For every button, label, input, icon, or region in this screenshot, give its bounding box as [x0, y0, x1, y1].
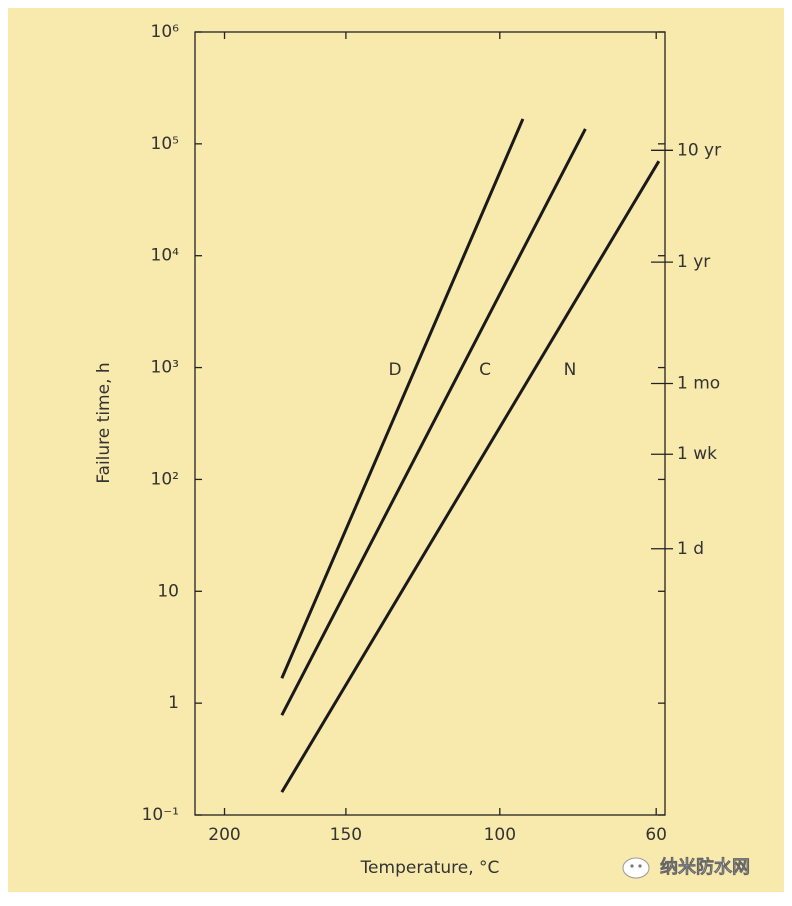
- y2-tick-label: 1 yr: [677, 252, 710, 272]
- y-tick-label: 10⁻¹: [142, 805, 179, 825]
- y-tick-label: 10²: [151, 469, 179, 489]
- y-tick-label: 10⁶: [151, 22, 180, 42]
- y-tick-label: 10⁵: [151, 134, 179, 154]
- y-axis-title: Failure time, h: [94, 362, 114, 483]
- series-label: C: [479, 360, 491, 380]
- background: [8, 8, 784, 892]
- x-tick-label: 150: [330, 825, 362, 845]
- x-tick-label: 100: [484, 825, 516, 845]
- y2-tick-label: 1 mo: [677, 374, 720, 394]
- series-label: D: [388, 360, 401, 380]
- x-tick-label: 60: [645, 825, 667, 845]
- series-label: N: [564, 360, 577, 380]
- y2-tick-label: 1 d: [677, 539, 704, 559]
- x-axis-title: Temperature, °C: [360, 858, 500, 878]
- series-line: [280, 128, 587, 716]
- y-tick-label: 10⁴: [151, 246, 180, 266]
- x-tick-label: 200: [208, 825, 240, 845]
- series-line: [280, 160, 661, 793]
- y2-tick-label: 1 wk: [677, 444, 717, 464]
- watermark-icon: [622, 857, 650, 879]
- plot-frame: [194, 31, 666, 816]
- y-tick-label: 10³: [151, 358, 179, 378]
- series-line: [280, 118, 525, 679]
- y2-tick-label: 10 yr: [677, 140, 721, 160]
- watermark: 纳米防水网: [660, 856, 750, 878]
- y-tick-label: 10: [157, 581, 179, 601]
- y-tick-label: 1: [168, 693, 179, 713]
